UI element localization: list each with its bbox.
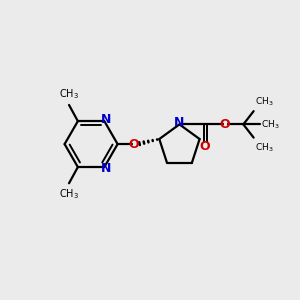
Text: N: N — [174, 116, 184, 129]
Text: CH$_3$: CH$_3$ — [59, 188, 79, 202]
Text: CH$_3$: CH$_3$ — [255, 95, 274, 108]
Text: O: O — [199, 140, 210, 153]
Text: N: N — [101, 113, 112, 126]
Text: CH$_3$: CH$_3$ — [59, 87, 79, 100]
Text: CH$_3$: CH$_3$ — [255, 141, 274, 154]
Text: CH$_3$: CH$_3$ — [261, 118, 280, 130]
Text: O: O — [128, 138, 139, 151]
Text: N: N — [101, 162, 112, 175]
Text: O: O — [220, 118, 230, 131]
